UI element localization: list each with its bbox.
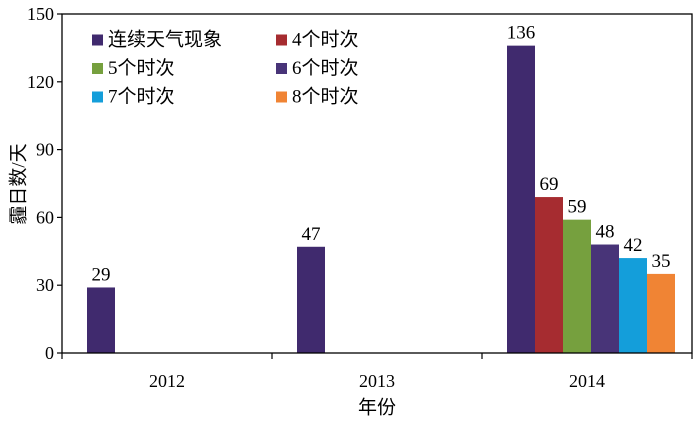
bar-2014-series-5: [619, 258, 647, 353]
legend-label-6: 8个时次: [292, 86, 359, 108]
legend-swatch-6: [276, 91, 287, 103]
bars: [87, 45, 675, 353]
y-tick-label: 0: [45, 343, 54, 363]
legend-label-1: 连续天气现象: [108, 29, 222, 51]
data-label-2014-series-2: 69: [540, 174, 559, 195]
bar-2013-series-1: [297, 246, 325, 353]
legend-label-4: 6个时次: [292, 57, 359, 79]
x-axis-title: 年份: [358, 397, 396, 419]
data-label-2014-series-1: 136: [507, 23, 536, 44]
y-tick-label: 60: [36, 207, 54, 227]
x-tick-label-2014: 2014: [569, 371, 605, 391]
bar-2014-series-3: [563, 219, 591, 353]
data-label-2014-series-4: 48: [596, 222, 615, 243]
legend-swatch-1: [92, 34, 103, 46]
legend-label-2: 4个时次: [292, 29, 359, 51]
legend-swatch-2: [276, 34, 287, 46]
bar-2014-series-6: [647, 273, 675, 353]
data-label-2014-series-5: 42: [624, 235, 643, 256]
data-labels: 29 47 136 69 59 48 42 35: [92, 23, 671, 286]
legend-item-2: 4个时次: [276, 29, 359, 51]
legend-item-3: 5个时次: [92, 57, 175, 79]
data-label-2013-series-1: 47: [302, 224, 321, 245]
bar-2014-series-4: [591, 244, 619, 353]
x-axis-ticks: 2012 2013 2014: [61, 353, 693, 391]
data-label-2014-series-3: 59: [568, 197, 587, 218]
bar-2014-series-1: [507, 45, 535, 353]
legend-item-4: 6个时次: [276, 57, 359, 79]
x-tick-label-2013: 2013: [359, 371, 395, 391]
legend-swatch-3: [92, 63, 103, 74]
legend-label-3: 5个时次: [108, 57, 175, 79]
bar-2014-series-2: [535, 197, 563, 353]
bar-2012-series-1: [87, 287, 115, 353]
legend-swatch-4: [276, 63, 287, 74]
y-tick-label: 120: [27, 72, 54, 92]
legend-item-6: 8个时次: [276, 86, 359, 108]
y-tick-label: 30: [36, 275, 54, 295]
y-axis-title: 霾日数/天: [8, 143, 30, 224]
y-axis-ticks: 0 30 60 90 120 150: [27, 4, 62, 363]
legend-item-1: 连续天气现象: [92, 29, 222, 51]
data-label-2012-series-1: 29: [92, 264, 111, 285]
legend: 连续天气现象 4个时次 5个时次 6个时次 7个时次 8个时次: [92, 29, 359, 108]
y-tick-label: 90: [36, 140, 54, 160]
legend-label-5: 7个时次: [108, 86, 175, 108]
data-label-2014-series-6: 35: [652, 251, 671, 272]
y-tick-label: 150: [27, 4, 54, 24]
plot-frame: [61, 13, 693, 354]
x-tick-label-2012: 2012: [149, 371, 185, 391]
legend-item-5: 7个时次: [92, 86, 175, 108]
legend-swatch-5: [92, 91, 103, 103]
